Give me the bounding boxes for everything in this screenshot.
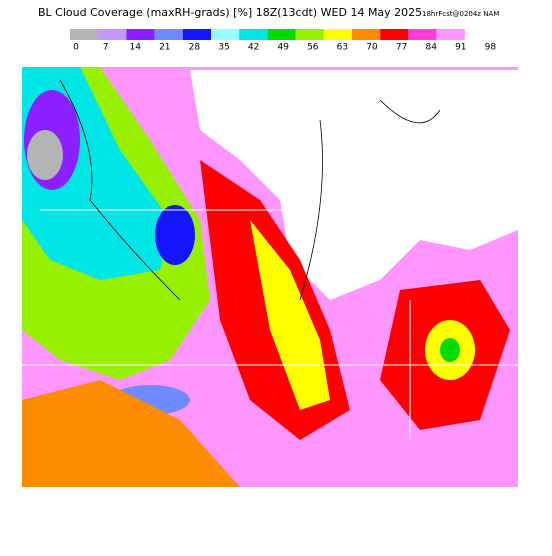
- map-title: BL Cloud Coverage (maxRH-grads) [%] 18Z(…: [38, 6, 422, 19]
- legend-label: 0: [73, 43, 79, 53]
- legend-label: 56: [307, 43, 319, 53]
- legend-label: 91: [455, 43, 466, 53]
- legend-swatch: [323, 29, 352, 40]
- legend-label: 7: [103, 43, 109, 53]
- region-gray: [27, 130, 63, 180]
- legend-swatch: [126, 29, 155, 40]
- region-blue: [155, 205, 195, 265]
- legend-swatch: [380, 29, 409, 40]
- legend-label: 42: [248, 43, 259, 53]
- forecast-info: 18hrFcst@0204z NAM: [422, 10, 499, 18]
- legend-label: 98: [485, 43, 497, 53]
- legend-label: 21: [159, 43, 170, 53]
- region-orange: [22, 380, 240, 487]
- legend-swatch: [408, 29, 437, 40]
- legend-label: 35: [218, 43, 229, 53]
- legend-swatch: [352, 29, 381, 40]
- legend-swatch: [70, 29, 99, 40]
- legend-label: 84: [425, 43, 437, 53]
- boundary-lines: [59, 79, 441, 301]
- legend-label: 49: [277, 43, 289, 53]
- legend-swatch: [295, 29, 324, 40]
- legend-swatch: [211, 29, 240, 40]
- legend-swatch: [98, 29, 127, 40]
- legend-label: 14: [129, 43, 141, 53]
- legend-swatch: [154, 29, 183, 40]
- legend-swatch: [182, 29, 211, 40]
- color-legend: 0 7 14 21 28 35 42 49 56 63 70 77 84 91 98: [70, 29, 496, 53]
- region-green-east: [440, 338, 460, 362]
- state-borders: [22, 209, 520, 440]
- map-area: [22, 67, 520, 487]
- legend-swatch: [436, 29, 465, 40]
- legend-label: 70: [366, 43, 378, 53]
- legend-swatch: [267, 29, 296, 40]
- legend-label: 28: [189, 43, 201, 53]
- clear-region: [190, 70, 518, 300]
- legend-label: 63: [337, 43, 348, 53]
- legend-label: 77: [396, 43, 407, 53]
- region-yellow: [250, 220, 330, 410]
- legend-swatch: [239, 29, 268, 40]
